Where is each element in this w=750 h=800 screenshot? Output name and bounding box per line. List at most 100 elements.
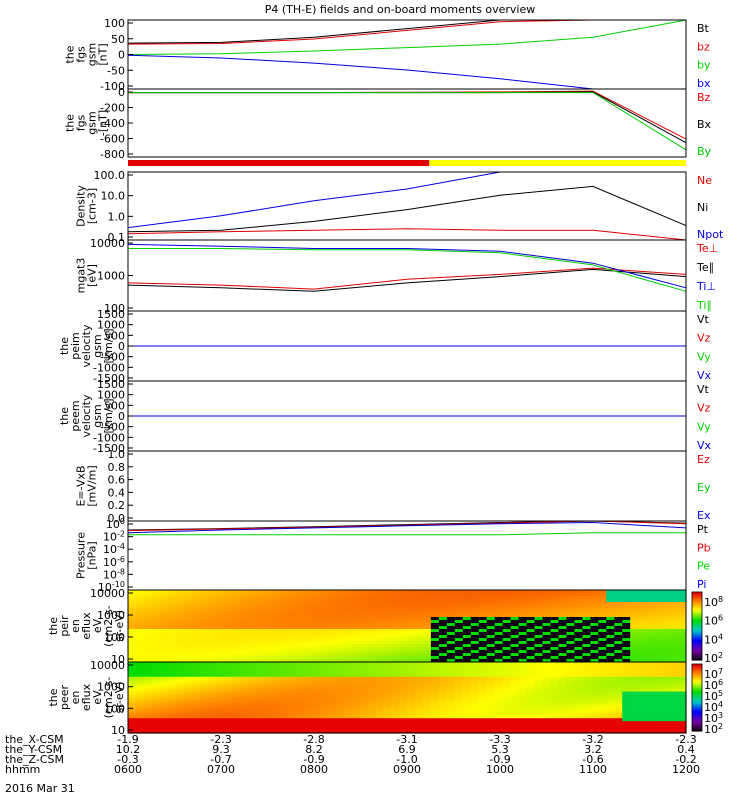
heatmap-cell: [359, 724, 368, 728]
heatmap-cell: [494, 623, 504, 627]
heatmap-cell: [470, 712, 480, 716]
heatmap-cell: [614, 614, 623, 618]
heatmap-cell: [223, 685, 233, 690]
heatmap-cell: [231, 626, 241, 630]
heatmap-cell: [375, 629, 384, 633]
heatmap-cell: [239, 605, 249, 609]
heatmap-cell: [638, 670, 647, 675]
heatmap-cell: [550, 662, 560, 666]
heatmap-cell: [279, 673, 289, 678]
heatmap-cell: [414, 650, 424, 654]
heatmap-cell: [558, 700, 568, 705]
heatmap-cell: [407, 641, 416, 645]
heatmap-cell: [678, 727, 687, 731]
heatmap-cell: [614, 676, 623, 681]
heatmap-cell: [454, 715, 464, 719]
heatmap-cell: [582, 608, 591, 612]
heatmap-cell: [279, 712, 289, 716]
heatmap-cell: [478, 608, 488, 612]
heatmap-cell: [510, 593, 520, 597]
heatmap-cell: [391, 727, 400, 731]
heatmap-cell: [630, 688, 639, 693]
heatmap-cell: [128, 703, 137, 707]
heatmap-cell: [319, 614, 328, 618]
heatmap-cell: [255, 662, 265, 666]
heatmap-cell: [598, 709, 607, 713]
heatmap-cell: [462, 697, 472, 702]
heatmap-cell: [606, 694, 615, 699]
heatmap-cell: [454, 647, 464, 651]
legend-entry: Vz: [697, 332, 711, 345]
heatmap-cell: [614, 679, 623, 684]
y-axis-label: thepeerenefluxeV(cm2-s-sr-eV): [47, 677, 126, 719]
heatmap-cell: [247, 623, 257, 627]
heatmap-cell: [486, 653, 496, 657]
heatmap-cell: [151, 611, 161, 615]
heatmap-cell: [414, 602, 424, 606]
heatmap-cell: [534, 679, 544, 684]
y-tick-label: -1500: [93, 372, 125, 385]
heatmap-cell: [582, 688, 591, 693]
heatmap-cell: [191, 647, 201, 651]
heatmap-cell: [367, 629, 376, 633]
heatmap-cell: [558, 664, 568, 669]
heatmap-cell: [255, 730, 265, 734]
heatmap-cell: [518, 644, 528, 648]
heatmap-cell: [167, 718, 177, 722]
heatmap-cell: [574, 712, 583, 716]
heatmap-cell: [494, 596, 504, 600]
heatmap-cell: [343, 721, 352, 725]
heatmap-cell: [622, 629, 631, 633]
heatmap-cell: [128, 641, 137, 645]
heatmap-cell: [375, 715, 384, 719]
heatmap-cell: [558, 703, 568, 707]
heatmap-cell: [654, 629, 663, 633]
heatmap-cell: [151, 596, 161, 600]
heatmap-cell: [598, 659, 607, 663]
panel-frame: [127, 88, 687, 158]
heatmap-cell: [494, 593, 504, 597]
heatmap-cell: [239, 662, 249, 666]
heatmap-cell: [670, 623, 679, 627]
heatmap-cell: [422, 718, 432, 722]
heatmap-cell: [662, 727, 671, 731]
heatmap-cell: [534, 620, 544, 624]
heatmap-cell: [207, 659, 217, 663]
heatmap-cell: [399, 727, 408, 731]
heatmap-cell: [494, 679, 504, 684]
heatmap-cell: [590, 650, 599, 654]
heatmap-cell: [462, 676, 472, 681]
heatmap-cell: [598, 605, 607, 609]
heatmap-cell: [646, 703, 655, 707]
colorbar-swatch: [692, 653, 702, 657]
heatmap-cell: [654, 620, 663, 624]
heatmap-cell: [478, 662, 488, 666]
heatmap-cell: [446, 712, 456, 716]
heatmap-cell: [446, 662, 456, 666]
heatmap-cell: [399, 608, 408, 612]
heatmap-cell: [534, 596, 544, 600]
heatmap-cell: [399, 626, 408, 630]
heatmap-cell: [367, 730, 376, 734]
heatmap-cell: [622, 718, 631, 722]
heatmap-cell: [175, 590, 185, 594]
heatmap-cell: [526, 641, 536, 645]
heatmap-cell: [438, 712, 448, 716]
heatmap-cell: [151, 694, 161, 699]
legend-entry: Pi: [697, 578, 706, 591]
heatmap-cell: [263, 617, 273, 621]
heatmap-cell: [662, 605, 671, 609]
heatmap-cell: [646, 676, 655, 681]
y-tick-label: -800: [100, 148, 125, 161]
colorbar-swatch: [692, 724, 702, 728]
heatmap-cell: [574, 614, 583, 618]
heatmap-cell: [199, 706, 209, 710]
heatmap-cell: [622, 596, 631, 600]
heatmap-cell: [183, 709, 193, 713]
heatmap-cell: [662, 679, 671, 684]
heatmap-cell: [263, 605, 273, 609]
heatmap-cell: [327, 709, 336, 713]
y-tick-label: 0.2: [108, 499, 126, 512]
heatmap-cell: [231, 620, 241, 624]
heatmap-cell: [590, 593, 599, 597]
